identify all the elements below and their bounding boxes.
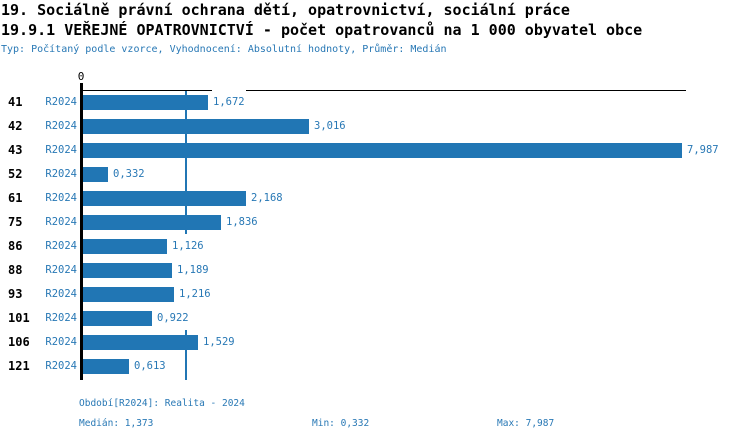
row-category-label: 93	[8, 287, 23, 301]
bar-value-label: 1,189	[176, 258, 210, 282]
row-category-label: 43	[8, 143, 23, 157]
chart-row: 88 R2024 1,189	[0, 258, 750, 282]
row-series-label: R2024	[45, 240, 77, 252]
y-axis-line	[80, 83, 83, 380]
x-axis-line	[81, 90, 686, 91]
bar	[83, 262, 172, 278]
bar	[83, 310, 152, 326]
bar-value-label: 1,216	[178, 282, 212, 306]
bar	[83, 334, 198, 350]
row-series-label: R2024	[45, 312, 77, 324]
row-category-label: 106	[8, 335, 30, 349]
x-axis-tick-label-zero: 0	[77, 70, 85, 83]
bar-value-label: 3,016	[313, 114, 347, 138]
period-label: Období[R2024]: Realita - 2024	[79, 398, 245, 409]
bar	[83, 94, 208, 110]
row-category-label: 42	[8, 119, 23, 133]
row-series-label: R2024	[45, 216, 77, 228]
row-series-label: R2024	[45, 120, 77, 132]
chart-row: 61 R2024 2,168	[0, 186, 750, 210]
chart-subtitle: Typ: Počítaný podle vzorce, Vyhodnocení:…	[1, 44, 447, 55]
bar-value-label: 1,836	[225, 210, 259, 234]
row-category-label: 61	[8, 191, 23, 205]
bar-value-label: 0,922	[156, 306, 190, 330]
bar-value-label: 1,529	[202, 330, 236, 354]
row-series-label: R2024	[45, 336, 77, 348]
row-series-label: R2024	[45, 288, 77, 300]
row-category-label: 86	[8, 239, 23, 253]
row-category-label: 75	[8, 215, 23, 229]
row-series-label: R2024	[45, 360, 77, 372]
bar-value-label: 1,672	[212, 90, 246, 114]
chart-row: 52 R2024 0,332	[0, 162, 750, 186]
bar	[83, 238, 167, 254]
row-series-label: R2024	[45, 96, 77, 108]
row-series-label: R2024	[45, 192, 77, 204]
row-series-label: R2024	[45, 144, 77, 156]
chart-row: 43 R2024 7,987	[0, 138, 750, 162]
max-stat-label: Max: 7,987	[497, 418, 555, 429]
bar-value-label: 0,332	[112, 162, 146, 186]
chart-title-line1: 19. Sociálně právní ochrana dětí, opatro…	[1, 1, 570, 19]
bar-value-label: 0,613	[133, 354, 167, 378]
bar	[83, 358, 129, 374]
chart-row: 42 R2024 3,016	[0, 114, 750, 138]
bar	[83, 190, 246, 206]
chart-row: 86 R2024 1,126	[0, 234, 750, 258]
min-stat-label: Min: 0,332	[312, 418, 370, 429]
row-category-label: 41	[8, 95, 23, 109]
row-category-label: 52	[8, 167, 23, 181]
bar-value-label: 1,126	[171, 234, 205, 258]
bar	[83, 142, 682, 158]
median-stat-label: Medián: 1,373	[79, 418, 154, 429]
bar-value-label: 7,987	[686, 138, 720, 162]
row-category-label: 101	[8, 311, 30, 325]
row-category-label: 121	[8, 359, 30, 373]
row-category-label: 88	[8, 263, 23, 277]
chart-row: 106 R2024 1,529	[0, 330, 750, 354]
chart-row: 93 R2024 1,216	[0, 282, 750, 306]
chart-row: 75 R2024 1,836	[0, 210, 750, 234]
bar	[83, 166, 108, 182]
chart-row: 121 R2024 0,613	[0, 354, 750, 378]
bar	[83, 286, 174, 302]
chart-row: 41 R2024 1,672	[0, 90, 750, 114]
chart-title-line2: 19.9.1 VEŘEJNÉ OPATROVNICTVÍ - počet opa…	[1, 21, 643, 39]
row-series-label: R2024	[45, 264, 77, 276]
chart-row: 101 R2024 0,922	[0, 306, 750, 330]
bar-value-label: 2,168	[250, 186, 284, 210]
bar	[83, 214, 221, 230]
bar	[83, 118, 309, 134]
row-series-label: R2024	[45, 168, 77, 180]
